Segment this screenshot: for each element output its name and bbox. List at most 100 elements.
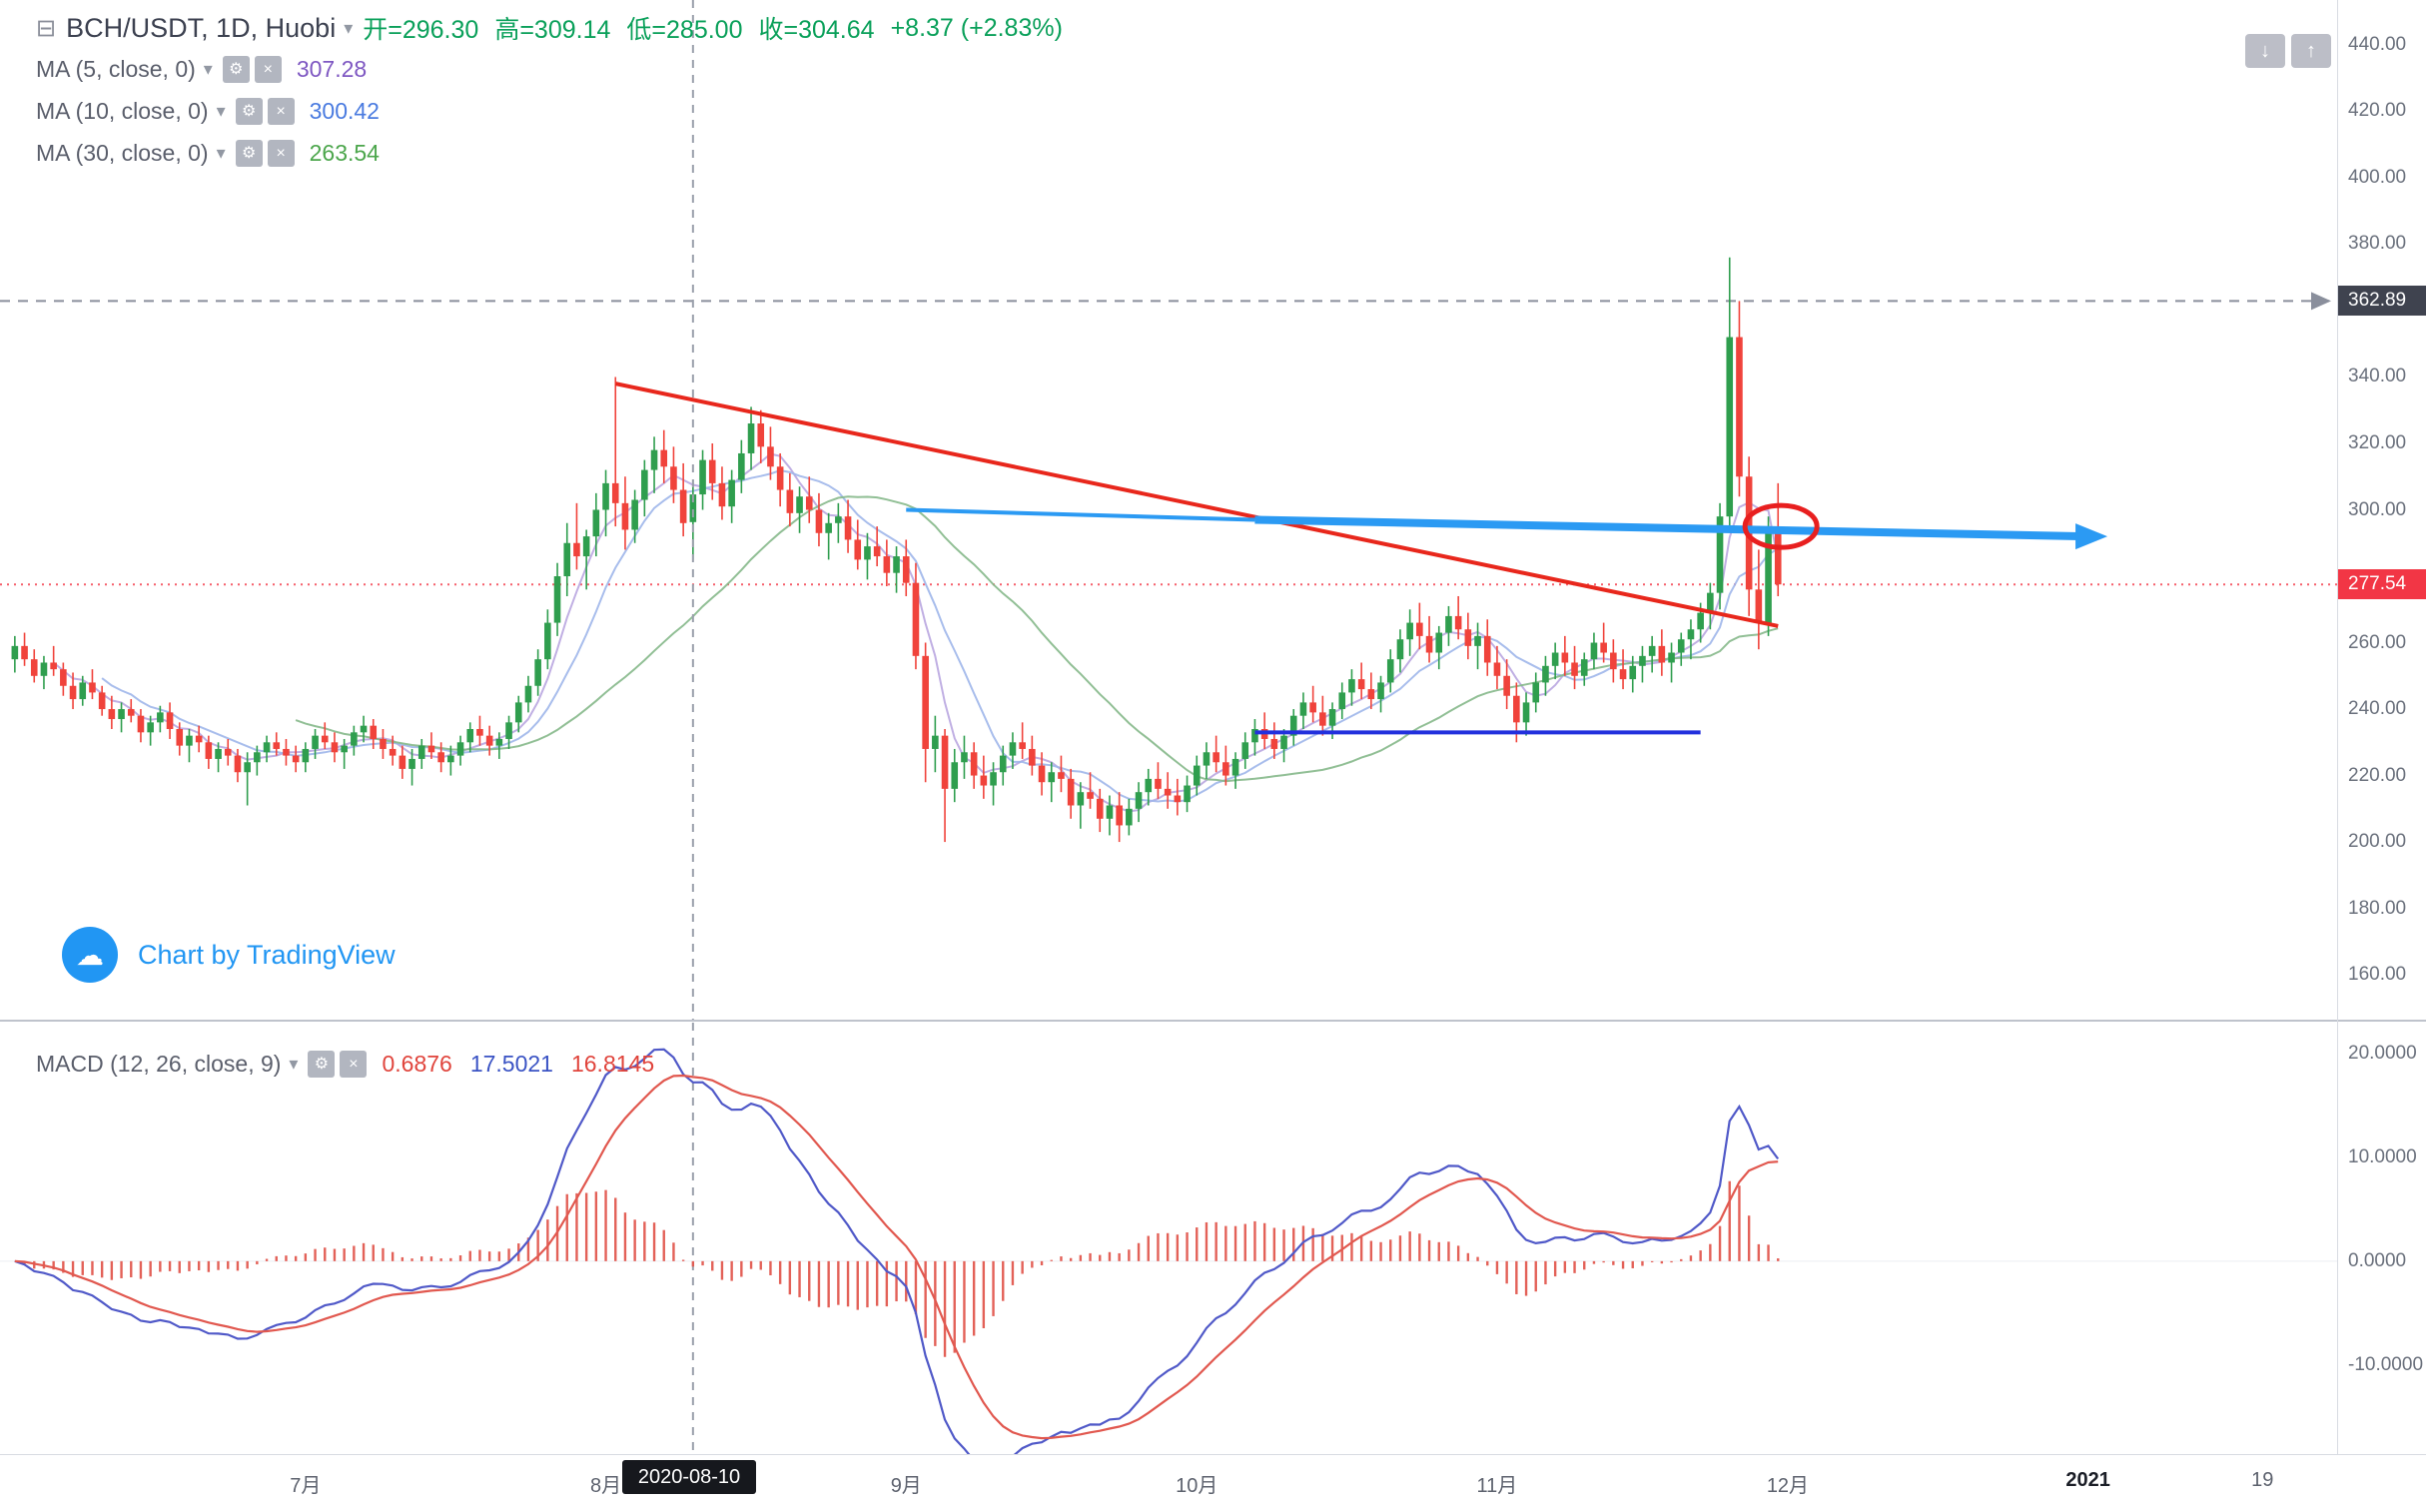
candle <box>1241 732 1249 769</box>
candle <box>1174 778 1182 816</box>
indicator-label[interactable]: MA (10, close, 0) <box>36 97 209 124</box>
macd-values: 0.6876 17.5021 16.8145 <box>382 1051 672 1078</box>
candle <box>902 539 910 596</box>
candle <box>466 722 474 753</box>
ma-legend-row[interactable]: MA (10, close, 0) ▾ ⚙ × 300.42 <box>36 90 1079 132</box>
candle <box>641 459 648 517</box>
crosshair-date-badge: 2020-08-10 <box>621 1460 757 1494</box>
candle <box>1774 482 1782 596</box>
candle <box>108 695 116 729</box>
ohlc-token: 开=296.30 <box>363 16 479 44</box>
candle <box>1251 719 1258 756</box>
candle <box>456 735 464 766</box>
candle <box>302 742 310 773</box>
indicator-remove-button[interactable]: × <box>267 97 295 125</box>
candle <box>1338 682 1346 720</box>
candle <box>728 469 735 523</box>
time-axis[interactable]: 7月 8月 9月 10月 11月 12月 2021 19 2020-08-10 <box>0 1455 2426 1512</box>
candle <box>1445 605 1452 646</box>
indicator-label[interactable]: MA (30, close, 0) <box>36 139 209 166</box>
indicator-label[interactable]: MA (5, close, 0) <box>36 55 196 82</box>
candle <box>1416 602 1423 650</box>
candle <box>1367 672 1375 710</box>
candle <box>883 539 891 586</box>
candle <box>805 476 813 523</box>
candle <box>1600 622 1607 663</box>
candle <box>553 562 561 636</box>
indicator-settings-button[interactable]: ⚙ <box>235 139 263 167</box>
candle <box>582 529 590 590</box>
indicator-value: 263.54 <box>309 139 380 166</box>
chevron-down-icon[interactable]: ▾ <box>216 142 226 163</box>
candle <box>611 377 619 527</box>
time-tick-label: 9月 <box>890 1475 922 1497</box>
candle <box>757 409 765 463</box>
price-tick-label: 200.00 <box>2348 831 2407 853</box>
change-value: +8.37 (+2.83%) <box>890 13 1063 42</box>
price-tick-label: 180.00 <box>2348 897 2407 919</box>
candle <box>244 752 251 806</box>
indicator-settings-button[interactable]: ⚙ <box>222 55 250 83</box>
indicator-remove-button[interactable]: × <box>267 139 295 167</box>
indicator-value: 300.42 <box>309 97 380 124</box>
candle <box>118 702 125 733</box>
price-axis[interactable]: 440.00 420.00 400.00 380.00 340.00 320.00 300.… <box>2338 0 2426 1454</box>
candle <box>1619 649 1627 690</box>
candle <box>399 745 406 779</box>
candle <box>1193 755 1201 796</box>
candle <box>157 705 164 733</box>
chevron-down-icon[interactable]: ▾ <box>203 58 213 79</box>
candle <box>961 735 968 779</box>
candle <box>1629 655 1637 693</box>
candle <box>514 695 522 733</box>
price-tick-label: 420.00 <box>2348 100 2407 122</box>
price-tick-label: 160.00 <box>2348 964 2407 986</box>
legend-collapse-icon[interactable]: ⊟ <box>36 14 57 42</box>
ma-legend-row[interactable]: MA (30, close, 0) ▾ ⚙ × 263.54 <box>36 132 1079 174</box>
candle <box>1639 645 1646 683</box>
attribution-link[interactable]: Chart by TradingView <box>138 939 396 970</box>
pane-separator[interactable] <box>0 1020 2426 1022</box>
macd-pane-canvas[interactable] <box>0 1023 2337 1454</box>
candle <box>1542 655 1549 696</box>
candle <box>1126 798 1133 836</box>
ohlc-token: 低=285.00 <box>626 16 743 44</box>
tradingview-logo-icon[interactable]: ☁ <box>62 927 118 983</box>
candle <box>427 732 435 759</box>
candle <box>941 729 949 843</box>
candle <box>1551 642 1559 680</box>
macd-tick-label: 0.0000 <box>2348 1249 2407 1271</box>
price-pane-canvas[interactable] <box>0 0 2337 1021</box>
indicator-label[interactable]: MACD (12, 26, close, 9) <box>36 1050 282 1077</box>
indicator-remove-button[interactable]: × <box>254 55 282 83</box>
indicator-remove-button[interactable]: × <box>340 1050 368 1078</box>
macd-value: 17.5021 <box>469 1050 553 1077</box>
symbol-title[interactable]: BCH/USDT, 1D, Huobi <box>66 12 337 43</box>
candle <box>1289 709 1297 746</box>
move-pane-up-icon[interactable]: ↑ <box>2291 34 2331 68</box>
chevron-down-icon[interactable]: ▾ <box>289 1053 299 1074</box>
candle <box>738 439 745 493</box>
candle <box>1474 622 1481 670</box>
trend-arrow-annotation[interactable] <box>906 507 2108 550</box>
candle <box>1213 735 1219 773</box>
trendline-annotation[interactable] <box>614 381 1779 628</box>
candle <box>476 715 483 746</box>
ma-legend-row[interactable]: MA (5, close, 0) ▾ ⚙ × 307.28 <box>36 48 1079 90</box>
candle <box>951 748 959 803</box>
candle <box>679 462 687 537</box>
macd-legend-row[interactable]: MACD (12, 26, close, 9) ▾ ⚙ × 0.6876 17.5… <box>36 1043 672 1085</box>
chevron-down-icon[interactable]: ▾ <box>344 17 354 38</box>
indicator-settings-button[interactable]: ⚙ <box>308 1050 336 1078</box>
time-tick-label: 2021 <box>2065 1469 2110 1491</box>
candle <box>1048 762 1056 803</box>
candle <box>1038 752 1046 796</box>
chevron-down-icon[interactable]: ▾ <box>216 100 226 121</box>
indicator-settings-button[interactable]: ⚙ <box>235 97 263 125</box>
candle <box>1716 502 1724 610</box>
ellipse-annotation[interactable] <box>1742 502 1820 550</box>
candle <box>922 642 929 783</box>
move-pane-down-icon[interactable]: ↓ <box>2245 34 2285 68</box>
time-tick-label: 11月 <box>1476 1475 1518 1497</box>
